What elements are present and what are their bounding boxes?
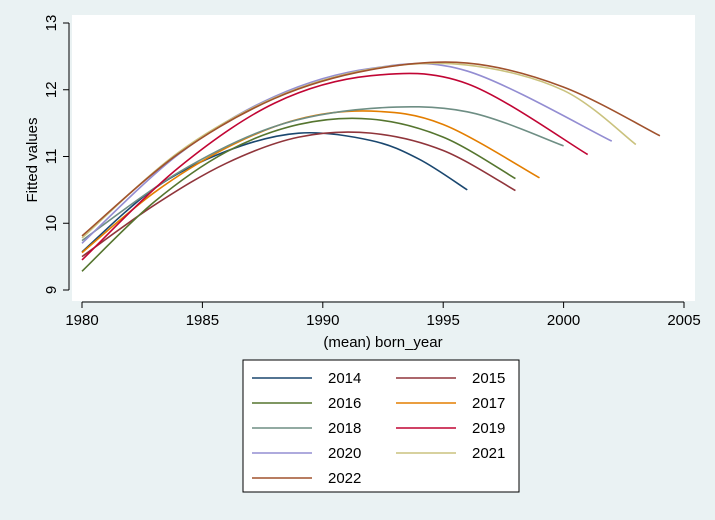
x-axis: 1980 1985 1990 1995 2000 2005 bbox=[65, 301, 701, 329]
legend: 2014 2015 2016 2017 2018 2019 2020 2021 2022 bbox=[242, 359, 520, 493]
series-lines bbox=[81, 61, 661, 272]
legend-box bbox=[242, 359, 520, 493]
series-line-2015 bbox=[81, 131, 516, 258]
x-tick-label: 2005 bbox=[667, 312, 700, 329]
y-tick-label: 11 bbox=[43, 149, 60, 165]
legend-label-2020: 2020 bbox=[328, 445, 361, 462]
series-line-2016 bbox=[81, 117, 516, 272]
x-tick-label: 1985 bbox=[186, 312, 219, 329]
y-tick-label: 9 bbox=[43, 286, 60, 294]
legend-label-2015: 2015 bbox=[472, 370, 505, 387]
legend-label-2016: 2016 bbox=[328, 395, 361, 412]
y-axis-title: Fitted values bbox=[24, 117, 41, 202]
legend-label-2021: 2021 bbox=[472, 445, 505, 462]
legend-label-2022: 2022 bbox=[328, 470, 361, 487]
y-tick-label: 12 bbox=[43, 81, 60, 98]
x-tick-label: 1990 bbox=[306, 312, 339, 329]
series-line-2019 bbox=[81, 72, 589, 261]
y-axis: 9 10 11 12 13 bbox=[43, 15, 70, 294]
x-tick-label: 1995 bbox=[427, 312, 460, 329]
series-line-2022 bbox=[81, 61, 661, 237]
legend-label-2017: 2017 bbox=[472, 395, 505, 412]
series-line-2018 bbox=[81, 105, 564, 242]
legend-label-2014: 2014 bbox=[328, 370, 361, 387]
plot-area bbox=[72, 15, 695, 301]
legend-label-2018: 2018 bbox=[328, 420, 361, 437]
x-tick-label: 2000 bbox=[547, 312, 580, 329]
legend-label-2019: 2019 bbox=[472, 420, 505, 437]
x-axis-title: (mean) born_year bbox=[323, 334, 442, 351]
x-tick-label: 1980 bbox=[65, 312, 98, 329]
series-line-2020 bbox=[81, 62, 613, 244]
y-tick-label: 10 bbox=[43, 215, 60, 232]
y-tick-label: 13 bbox=[43, 15, 60, 32]
